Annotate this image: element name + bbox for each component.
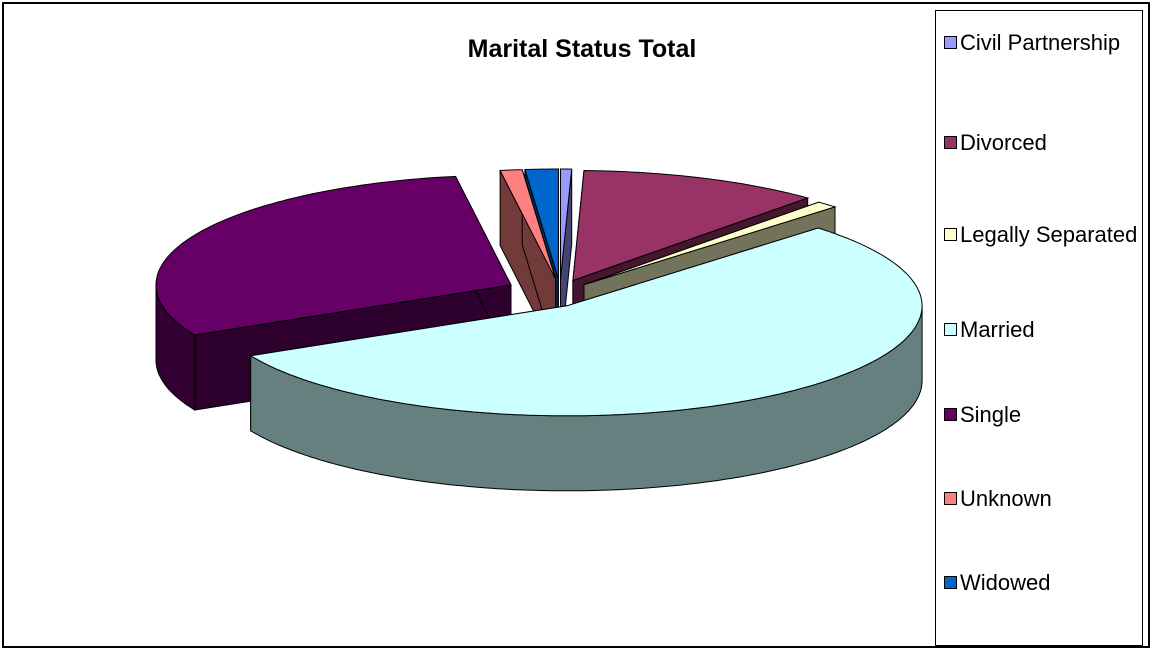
slice [249,227,923,417]
pie [155,168,923,492]
legend-label: Single [960,402,1022,427]
legend-entry: Single [940,401,1140,428]
legend-swatch [944,492,957,505]
legend-entry: Civil Partnership [940,29,1140,56]
slice [499,169,557,280]
legend-swatch [944,408,957,421]
legend-swatch [944,36,957,49]
slice [155,175,512,336]
legend-swatch [944,323,957,336]
legend-label: Civil Partnership [960,30,1121,55]
slice [524,168,559,280]
slice [583,201,837,286]
legend-entry: Legally Separated [940,221,1140,248]
legend-label: Unknown [960,486,1052,511]
legend-label: Widowed [960,570,1051,595]
chart-title: Marital Status Total [468,35,697,63]
slice [572,169,810,282]
legend-label: Divorced [960,130,1047,155]
legend: Civil Partnership Divorced Legally Separat… [935,10,1143,646]
legend-entry: Divorced [940,129,1140,156]
legend-swatch [944,576,957,589]
legend-entry: Widowed [940,569,1140,596]
legend-label: Legally Separated [960,222,1138,247]
legend-swatch [944,228,957,241]
legend-swatch [944,136,957,149]
legend-entry: Unknown [940,485,1140,512]
legend-label: Married [960,317,1035,342]
legend-entry: Married [940,316,1140,343]
slice [560,168,573,280]
